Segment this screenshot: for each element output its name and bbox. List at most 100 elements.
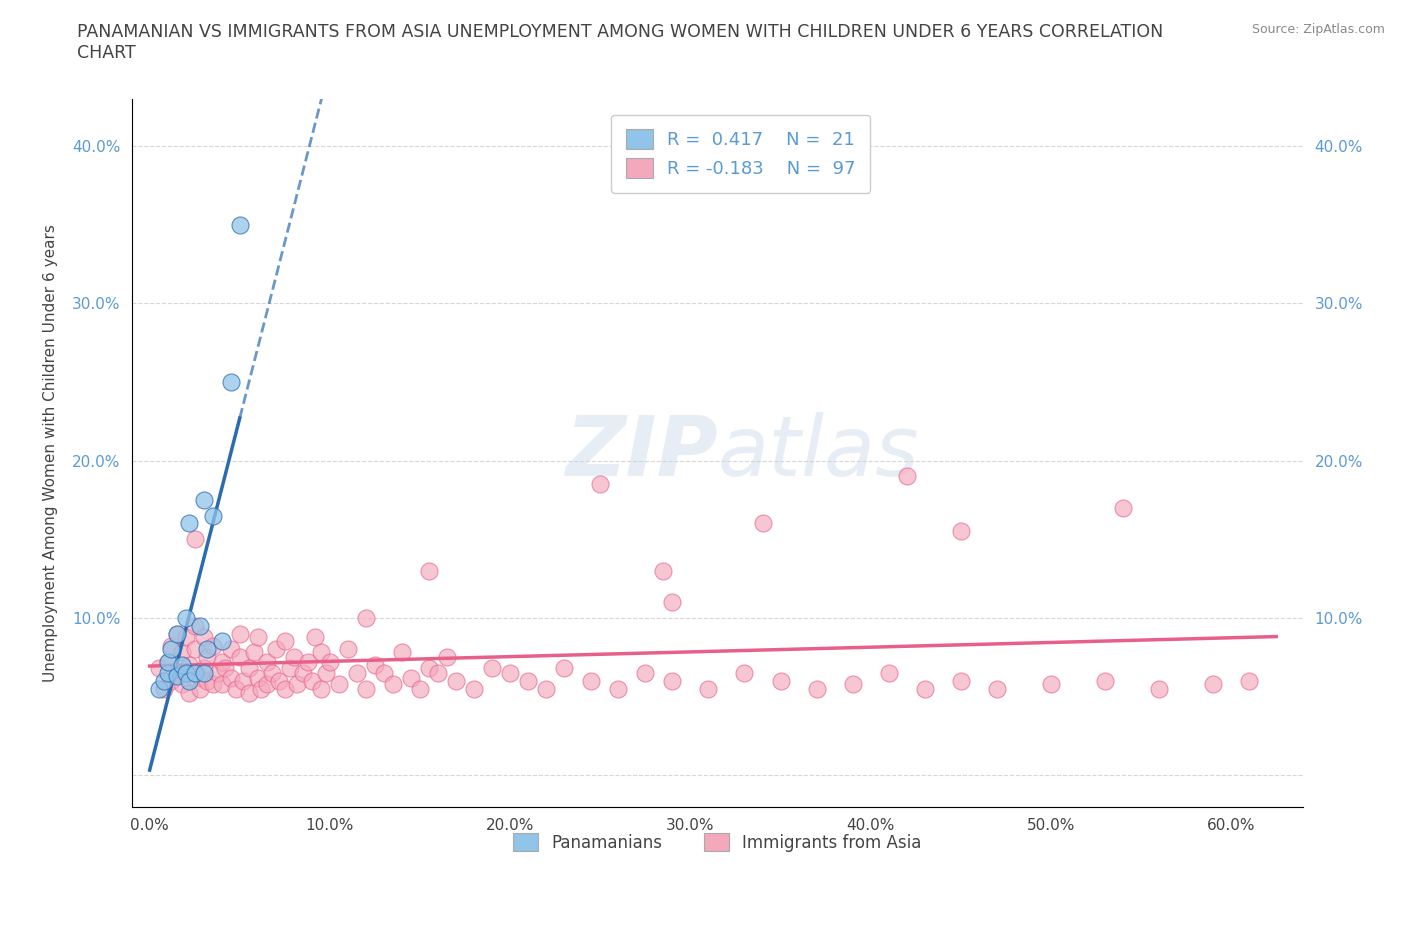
Point	[914, 682, 936, 697]
Point	[211, 676, 233, 691]
Point	[243, 645, 266, 660]
Point	[211, 634, 233, 649]
Point	[172, 676, 194, 691]
Point	[309, 682, 332, 697]
Point	[201, 639, 224, 654]
Point	[409, 682, 432, 697]
Point	[291, 666, 314, 681]
Point	[174, 630, 197, 644]
Point	[652, 564, 675, 578]
Point	[166, 626, 188, 641]
Point	[246, 630, 269, 644]
Point	[1112, 500, 1135, 515]
Point	[211, 655, 233, 670]
Point	[148, 682, 170, 697]
Point	[499, 666, 522, 681]
Point	[949, 524, 972, 538]
Point	[256, 676, 278, 691]
Point	[188, 682, 211, 697]
Point	[148, 661, 170, 676]
Point	[188, 671, 211, 685]
Point	[319, 655, 342, 670]
Point	[219, 671, 242, 685]
Point	[283, 650, 305, 665]
Point	[444, 673, 467, 688]
Point	[153, 673, 176, 688]
Text: atlas: atlas	[717, 412, 920, 493]
Point	[193, 493, 215, 508]
Point	[589, 477, 612, 492]
Point	[427, 666, 450, 681]
Point	[183, 532, 205, 547]
Point	[841, 676, 863, 691]
Point	[1237, 673, 1260, 688]
Point	[517, 673, 540, 688]
Point	[697, 682, 720, 697]
Point	[274, 682, 297, 697]
Text: PANAMANIAN VS IMMIGRANTS FROM ASIA UNEMPLOYMENT AMONG WOMEN WITH CHILDREN UNDER : PANAMANIAN VS IMMIGRANTS FROM ASIA UNEMP…	[77, 23, 1164, 62]
Point	[354, 610, 377, 625]
Point	[949, 673, 972, 688]
Point	[172, 658, 194, 672]
Point	[301, 673, 323, 688]
Point	[153, 682, 176, 697]
Legend: Panamanians, Immigrants from Asia: Panamanians, Immigrants from Asia	[506, 827, 928, 858]
Point	[336, 642, 359, 657]
Point	[1202, 676, 1225, 691]
Point	[166, 666, 188, 681]
Point	[769, 673, 792, 688]
Point	[734, 666, 756, 681]
Point	[256, 655, 278, 670]
Point	[238, 686, 260, 701]
Text: Source: ZipAtlas.com: Source: ZipAtlas.com	[1251, 23, 1385, 36]
Point	[225, 682, 247, 697]
Point	[229, 217, 252, 232]
Point	[346, 666, 368, 681]
Point	[229, 626, 252, 641]
Point	[183, 642, 205, 657]
Point	[391, 645, 413, 660]
Point	[264, 642, 287, 657]
Point	[229, 650, 252, 665]
Point	[183, 666, 205, 681]
Point	[166, 626, 188, 641]
Point	[354, 682, 377, 697]
Point	[232, 673, 254, 688]
Point	[219, 642, 242, 657]
Point	[160, 642, 183, 657]
Point	[174, 610, 197, 625]
Point	[174, 666, 197, 681]
Y-axis label: Unemployment Among Women with Children Under 6 years: Unemployment Among Women with Children U…	[44, 224, 58, 682]
Point	[183, 618, 205, 633]
Point	[166, 669, 188, 684]
Point	[1039, 676, 1062, 691]
Point	[581, 673, 603, 688]
Point	[269, 673, 291, 688]
Point	[262, 666, 284, 681]
Text: ZIP: ZIP	[565, 412, 717, 493]
Point	[179, 673, 201, 688]
Point	[382, 676, 405, 691]
Point	[278, 661, 301, 676]
Point	[1094, 673, 1116, 688]
Point	[179, 658, 201, 672]
Point	[238, 661, 260, 676]
Point	[373, 666, 395, 681]
Point	[195, 650, 218, 665]
Point	[195, 642, 218, 657]
Point	[201, 508, 224, 523]
Point	[195, 673, 218, 688]
Point	[172, 645, 194, 660]
Point	[399, 671, 422, 685]
Point	[661, 673, 683, 688]
Point	[179, 686, 201, 701]
Point	[481, 661, 503, 676]
Point	[364, 658, 387, 672]
Point	[309, 645, 332, 660]
Point	[896, 469, 918, 484]
Point	[315, 666, 337, 681]
Point	[201, 676, 224, 691]
Point	[287, 676, 309, 691]
Point	[328, 676, 350, 691]
Point	[179, 516, 201, 531]
